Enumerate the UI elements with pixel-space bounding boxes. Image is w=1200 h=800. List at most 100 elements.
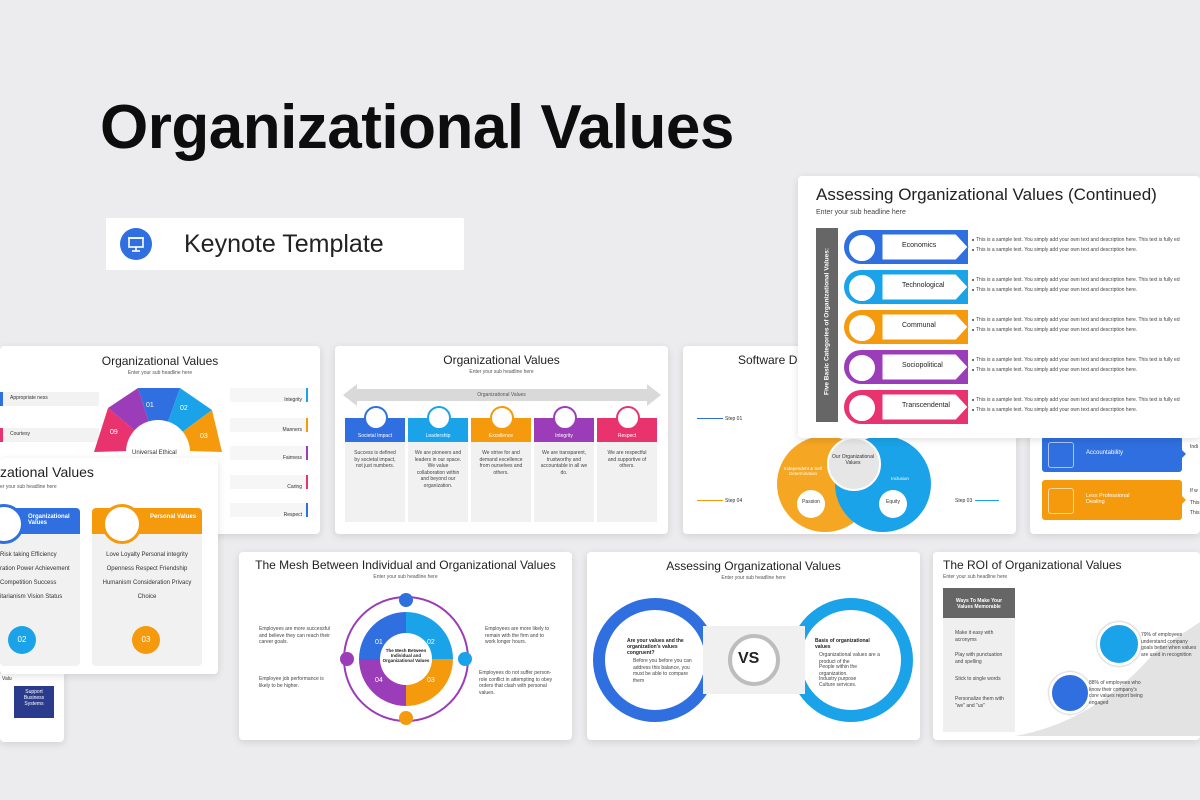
category-icon bbox=[848, 234, 876, 262]
slide-personal-values[interactable]: zational Values er your sub headline her… bbox=[0, 458, 218, 674]
right-line: Openness Respect Friendship bbox=[106, 566, 188, 572]
right-line: Choice bbox=[137, 594, 157, 600]
roi-stat: 88% of employees who know their company'… bbox=[1089, 680, 1143, 706]
presentation-icon bbox=[120, 228, 152, 260]
roi-curve bbox=[1015, 622, 1200, 736]
svg-text:03: 03 bbox=[427, 677, 435, 684]
category-icon bbox=[848, 394, 876, 422]
svg-text:Universal Ethical: Universal Ethical bbox=[132, 450, 177, 456]
left-line: Risk taking Efficiency bbox=[0, 552, 57, 558]
category-label: Technological bbox=[902, 282, 945, 289]
tail-text: Indi bbox=[1190, 444, 1199, 450]
vs-right-bullet: Industry purpose bbox=[819, 676, 857, 682]
column-text: We are respectful and supportive of othe… bbox=[607, 450, 647, 469]
column-head: Integrity bbox=[555, 433, 573, 439]
svg-text:01: 01 bbox=[375, 639, 383, 646]
category-arrow bbox=[882, 314, 969, 340]
category-desc: This is a sample text. You simply add yo… bbox=[976, 327, 1138, 333]
venn-right: Inclusion bbox=[891, 476, 909, 481]
column-icon bbox=[490, 406, 514, 430]
hero-title: Organizational Values bbox=[100, 93, 734, 162]
category-icon bbox=[848, 274, 876, 302]
slide-roi[interactable]: The ROI of Organizational Values Enter y… bbox=[933, 552, 1200, 740]
svg-text:02: 02 bbox=[180, 405, 188, 412]
mesh-diagram: 01 02 03 04 bbox=[340, 593, 472, 725]
column-text: Success is defined by societal impact, n… bbox=[354, 450, 396, 469]
category-row: Sociopolitical bbox=[844, 350, 970, 384]
category-row: Transcendental bbox=[844, 390, 970, 424]
vs-right-bullet: People within the organization. bbox=[819, 664, 858, 677]
slide-support[interactable]: Valu Support Business Systems bbox=[0, 672, 64, 742]
right-label: Integrity bbox=[284, 397, 302, 403]
bullet-dot bbox=[972, 319, 974, 321]
roi-tip: Personalize them with "we" and "us" bbox=[955, 696, 1004, 709]
venn-bottom-left: Passion bbox=[802, 499, 820, 505]
double-arrow bbox=[343, 384, 661, 406]
step-label: Step 01 bbox=[725, 416, 743, 422]
bullet-dot bbox=[972, 249, 974, 251]
category-label: Sociopolitical bbox=[902, 362, 943, 369]
category-desc: This is a sample text. You simply add yo… bbox=[976, 287, 1138, 293]
slide-subtitle: Enter your sub headline here bbox=[469, 369, 534, 375]
badge-label: Keynote Template bbox=[184, 230, 384, 258]
category-desc: This is a sample text. You simply add yo… bbox=[976, 237, 1180, 243]
tail-text: This bbox=[1190, 500, 1200, 506]
slide-subtitle: Enter your sub headline here bbox=[816, 209, 906, 216]
category-desc: This is a sample text. You simply add yo… bbox=[976, 277, 1180, 283]
slide-vs[interactable]: Assessing Organizational Values Enter yo… bbox=[587, 552, 920, 740]
left-line: ration Power Achievement bbox=[0, 566, 70, 572]
slide-title: zational Values bbox=[0, 464, 94, 480]
venn-left: Independent & Self Determination bbox=[783, 466, 823, 476]
side-label: Five Basic Categories of Organizational … bbox=[823, 247, 831, 396]
slide-title: Assessing Organizational Values bbox=[666, 559, 841, 573]
category-desc: This is a sample text. You simply add yo… bbox=[976, 357, 1180, 363]
vs-left-head: Are your values and the organization's v… bbox=[627, 638, 684, 656]
slide-title: The Mesh Between Individual and Organiza… bbox=[255, 558, 556, 572]
bullet-dot bbox=[972, 329, 974, 331]
slide-subtitle: Enter your sub headline here bbox=[721, 575, 786, 581]
lightbulb-icon bbox=[1049, 672, 1091, 714]
roi-stat: 79% of employees understand company goal… bbox=[1141, 632, 1197, 658]
svg-text:03: 03 bbox=[200, 433, 208, 440]
category-label: Transcendental bbox=[902, 402, 950, 409]
vs-right-head: Basis of organizational values bbox=[815, 638, 870, 650]
category-label: Economics bbox=[902, 242, 937, 249]
slide-wheel[interactable]: Organizational Values Enter your sub hea… bbox=[0, 346, 320, 534]
venn-diagram bbox=[777, 436, 931, 532]
wheel-chart: 01 02 03 09 Universal Ethical bbox=[94, 388, 222, 484]
slide-title: Organizational Values bbox=[443, 353, 560, 367]
number-badge: 03 bbox=[132, 626, 160, 654]
vs-diagram bbox=[593, 598, 913, 722]
column-head: Societal Impact bbox=[357, 433, 393, 439]
step-line bbox=[697, 418, 723, 419]
column-icon bbox=[553, 406, 577, 430]
roi-tip: Play with punctuation and spelling bbox=[955, 652, 1003, 665]
slide-subtitle: Enter your sub headline here bbox=[373, 574, 438, 580]
left-label: Appropriate ness bbox=[10, 395, 48, 401]
svg-text:01: 01 bbox=[146, 402, 154, 409]
roi-tip: Stick to single words bbox=[955, 676, 1001, 682]
step-label: Step 03 bbox=[955, 498, 973, 504]
left-line: itarianism Vision Status bbox=[0, 594, 63, 600]
venn-bottom-right: Equity bbox=[886, 499, 900, 505]
category-arrow bbox=[882, 354, 969, 380]
right-line: Love Loyalty Personal integrity bbox=[106, 552, 188, 558]
bullet-dot bbox=[972, 409, 974, 411]
left-line: Competition Success bbox=[0, 580, 57, 586]
svg-text:02: 02 bbox=[427, 639, 435, 646]
left-head: Organizational Values bbox=[28, 514, 70, 526]
slide-software[interactable]: Software D Step 01 Step 04 Our Organizat… bbox=[683, 346, 1016, 534]
category-desc: This is a sample text. You simply add yo… bbox=[976, 317, 1180, 323]
slide-assessing-continued[interactable]: Assessing Organizational Values (Continu… bbox=[798, 176, 1200, 438]
category-icon bbox=[848, 314, 876, 342]
slide-arrow-values[interactable]: Organizational Values Enter your sub hea… bbox=[335, 346, 668, 534]
category-row: Communal bbox=[844, 310, 970, 344]
right-head: Personal Values bbox=[150, 514, 197, 520]
step-line bbox=[975, 500, 999, 501]
column-icon bbox=[364, 406, 388, 430]
slide-mesh[interactable]: The Mesh Between Individual and Organiza… bbox=[239, 552, 572, 740]
row-label: Less Professional Dealing bbox=[1086, 493, 1130, 505]
category-row: Economics bbox=[844, 230, 970, 264]
tail-text: This bbox=[1190, 510, 1200, 516]
mesh-center: The Mesh Between Individual and Organiza… bbox=[382, 648, 430, 663]
